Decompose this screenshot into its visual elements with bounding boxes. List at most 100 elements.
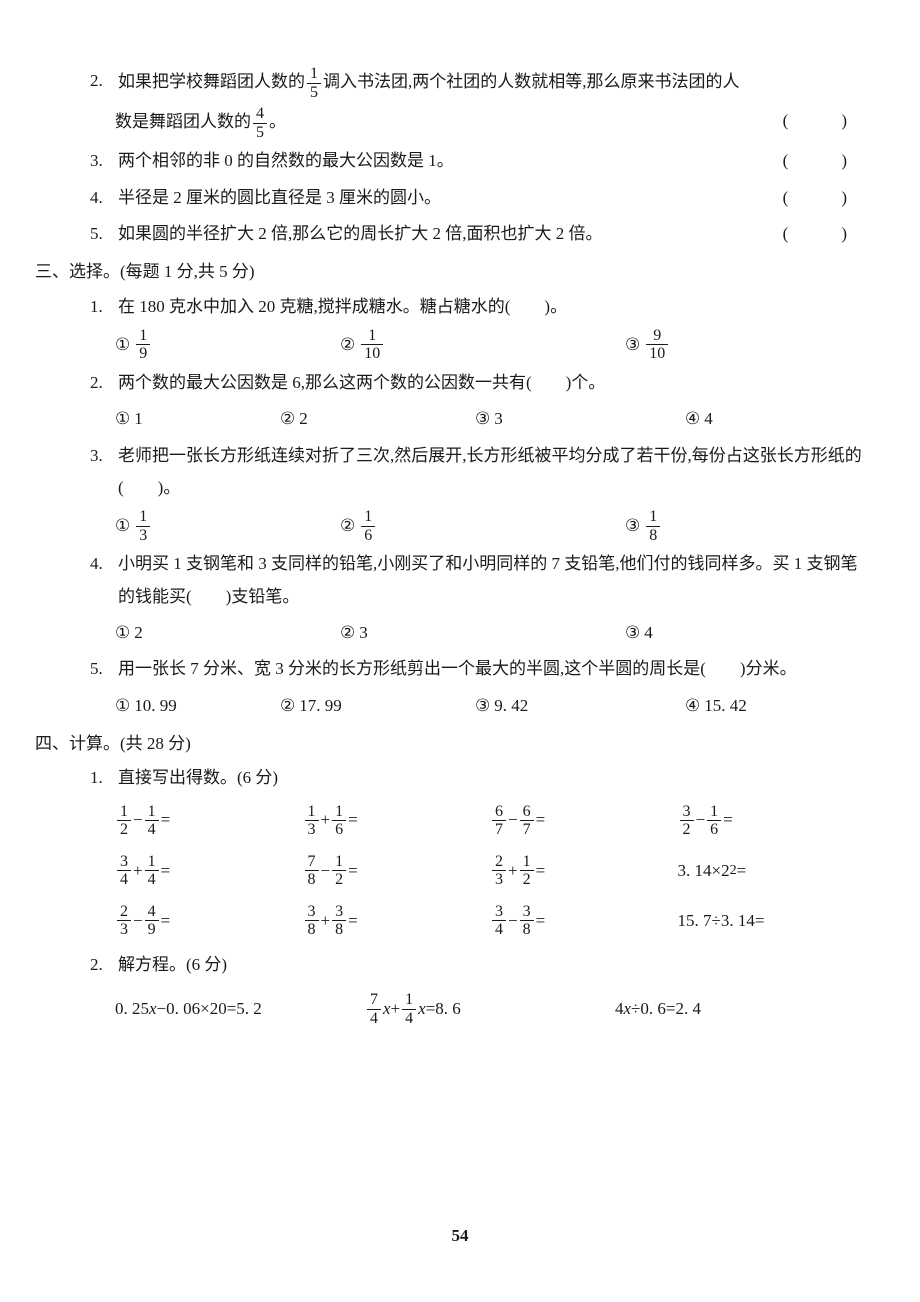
q-body: 数是舞蹈团人数的45。 (115, 105, 763, 141)
fraction: 13 (305, 803, 319, 839)
fraction: 16 (332, 803, 346, 839)
q-body: 如果圆的半径扩大 2 倍,那么它的周长扩大 2 倍,面积也扩大 2 倍。 (118, 218, 763, 250)
q-num: 1. (90, 291, 118, 323)
calc-item: 34+14= (115, 853, 303, 889)
option[interactable]: ③18 (625, 508, 865, 544)
tf-question-3: 3. 两个相邻的非 0 的自然数的最大公因数是 1。 ( ) (35, 145, 865, 177)
tf-question-2: 2. 如果把学校舞蹈团人数的15调入书法团,两个社团的人数就相等,那么原来书法团… (35, 65, 865, 141)
q-num: 1. (90, 762, 118, 794)
answer-paren[interactable]: ( ) (763, 145, 865, 177)
calc-item: 34−38= (490, 903, 678, 939)
calc-grid: 12−14=13+16=67−67=32−16=34+14=78−12=23+1… (35, 803, 865, 940)
q-num: 4. (90, 182, 118, 214)
fraction: 38 (305, 903, 319, 939)
mc-options-4: ①2 ②3 ③4 (35, 617, 865, 649)
section-4-header: 四、计算。 (共 28 分) (35, 728, 865, 760)
fraction: 23 (117, 903, 131, 939)
calc-item: 12−14= (115, 803, 303, 839)
calc-item: 13+16= (303, 803, 491, 839)
mc-question-4: 4. 小明买 1 支钢笔和 3 支同样的铅笔,小刚买了和小明同样的 7 支铅笔,… (35, 548, 865, 613)
option[interactable]: ③3 (475, 403, 685, 435)
q-body: 半径是 2 厘米的圆比直径是 3 厘米的圆小。 (118, 182, 763, 214)
q-body: 解方程。(6 分) (118, 949, 865, 981)
q-body: 如果把学校舞蹈团人数的15调入书法团,两个社团的人数就相等,那么原来书法团的人 (118, 65, 865, 101)
fraction: 12 (117, 803, 131, 839)
calc-item: 15. 7÷3. 14= (678, 903, 866, 939)
calc-item: 23−49= (115, 903, 303, 939)
section-3-header: 三、选择。 (每题 1 分,共 5 分) (35, 256, 865, 288)
q-num: 3. (90, 440, 118, 472)
mc-options-3: ①13 ②16 ③18 (35, 508, 865, 544)
equation: 0. 25x−0. 06×20=5. 2 (115, 991, 365, 1027)
option[interactable]: ②2 (280, 403, 475, 435)
mc-question-5: 5. 用一张长 7 分米、宽 3 分米的长方形纸剪出一个最大的半圆,这个半圆的周… (35, 653, 865, 685)
option[interactable]: ②16 (340, 508, 625, 544)
calc-sub-1: 1. 直接写出得数。(6 分) (35, 762, 865, 794)
option[interactable]: ③910 (625, 327, 865, 363)
mc-question-2: 2. 两个数的最大公因数是 6,那么这两个数的公因数一共有( )个。 (35, 367, 865, 399)
section-note: (每题 1 分,共 5 分) (120, 256, 255, 288)
answer-paren[interactable]: ( ) (763, 218, 865, 250)
option[interactable]: ③4 (625, 617, 865, 649)
section-label: 四、计算。 (35, 728, 120, 760)
page-number: 54 (0, 1220, 920, 1252)
answer-paren[interactable]: ( ) (763, 182, 865, 214)
fraction: 49 (145, 903, 159, 939)
q-body: 两个相邻的非 0 的自然数的最大公因数是 1。 (118, 145, 763, 177)
fraction: 12 (332, 853, 346, 889)
mc-options-1: ①19 ②110 ③910 (35, 327, 865, 363)
section-note: (共 28 分) (120, 728, 191, 760)
option[interactable]: ④15. 42 (685, 690, 865, 722)
calc-item: 23+12= (490, 853, 678, 889)
q-body: 老师把一张长方形纸连续对折了三次,然后展开,长方形纸被平均分成了若干份,每份占这… (118, 440, 865, 505)
calc-sub-2: 2. 解方程。(6 分) (35, 949, 865, 981)
fraction: 12 (520, 853, 534, 889)
q-body: 小明买 1 支钢笔和 3 支同样的铅笔,小刚买了和小明同样的 7 支铅笔,他们付… (118, 548, 865, 613)
fraction: 38 (520, 903, 534, 939)
q-body: 直接写出得数。(6 分) (118, 762, 865, 794)
option[interactable]: ①13 (115, 508, 340, 544)
q-num: 4. (90, 548, 118, 580)
fraction: 34 (492, 903, 506, 939)
mc-options-2: ①1 ②2 ③3 ④4 (35, 403, 865, 435)
q-num: 5. (90, 653, 118, 685)
option[interactable]: ②17. 99 (280, 690, 475, 722)
q-num: 5. (90, 218, 118, 250)
calc-item: 3. 14×22= (678, 853, 866, 889)
fraction: 23 (492, 853, 506, 889)
q-body: 用一张长 7 分米、宽 3 分米的长方形纸剪出一个最大的半圆,这个半圆的周长是(… (118, 653, 865, 685)
option[interactable]: ①1 (115, 403, 280, 435)
calc-item: 38+38= (303, 903, 491, 939)
fraction: 67 (520, 803, 534, 839)
mc-question-1: 1. 在 180 克水中加入 20 克糖,搅拌成糖水。糖占糖水的( )。 (35, 291, 865, 323)
option[interactable]: ①2 (115, 617, 340, 649)
option[interactable]: ②3 (340, 617, 625, 649)
fraction: 74 (367, 991, 381, 1027)
tf-question-5: 5. 如果圆的半径扩大 2 倍,那么它的周长扩大 2 倍,面积也扩大 2 倍。 … (35, 218, 865, 250)
mc-options-5: ①10. 99 ②17. 99 ③9. 42 ④15. 42 (35, 690, 865, 722)
q-body: 在 180 克水中加入 20 克糖,搅拌成糖水。糖占糖水的( )。 (118, 291, 865, 323)
q-body: 两个数的最大公因数是 6,那么这两个数的公因数一共有( )个。 (118, 367, 865, 399)
q-num: 2. (90, 949, 118, 981)
equation: 74x+14x=8. 6 (365, 991, 615, 1027)
fraction: 14 (145, 803, 159, 839)
calc-item: 67−67= (490, 803, 678, 839)
fraction: 45 (253, 105, 267, 141)
option[interactable]: ①10. 99 (115, 690, 280, 722)
equation-row: 0. 25x−0. 06×20=5. 274x+14x=8. 64x÷0. 6=… (35, 991, 865, 1027)
q-num: 2. (90, 367, 118, 399)
fraction: 14 (402, 991, 416, 1027)
section-label: 三、选择。 (35, 256, 120, 288)
fraction: 34 (117, 853, 131, 889)
option[interactable]: ①19 (115, 327, 340, 363)
option[interactable]: ③9. 42 (475, 690, 685, 722)
fraction: 16 (707, 803, 721, 839)
option[interactable]: ④4 (685, 403, 865, 435)
calc-item: 78−12= (303, 853, 491, 889)
fraction: 38 (332, 903, 346, 939)
q-num: 2. (90, 65, 118, 97)
option[interactable]: ②110 (340, 327, 625, 363)
tf-question-4: 4. 半径是 2 厘米的圆比直径是 3 厘米的圆小。 ( ) (35, 182, 865, 214)
q-num: 3. (90, 145, 118, 177)
answer-paren[interactable]: ( ) (763, 105, 865, 137)
